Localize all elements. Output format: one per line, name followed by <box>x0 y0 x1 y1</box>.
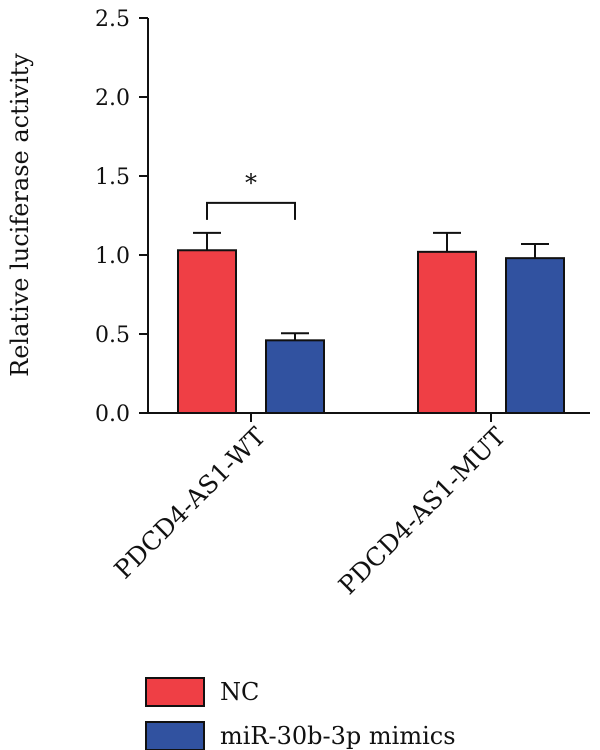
legend-label: NC <box>220 678 259 706</box>
bar <box>417 250 477 414</box>
x-tick-label: PDCD4-AS1-WT <box>109 422 272 585</box>
y-tick-label: 1.0 <box>95 244 130 269</box>
significance-label: * <box>245 169 257 197</box>
bars <box>177 231 565 415</box>
x-tick-label: PDCD4-AS1-MUT <box>333 422 512 601</box>
y-axis-label: Relative luciferase activity <box>6 53 34 377</box>
x-axis-categories: PDCD4-AS1-WT PDCD4-AS1-MUT <box>109 413 512 601</box>
legend: NC miR-30b-3p mimics <box>145 677 456 750</box>
legend-label: miR-30b-3p mimics <box>220 722 456 750</box>
y-tick-label: 0.5 <box>95 323 130 348</box>
y-tick-label: 2.0 <box>95 86 130 111</box>
bar <box>177 249 237 414</box>
y-axis: 0.0 0.5 1.0 1.5 2.0 2.5 <box>95 7 590 427</box>
legend-swatch <box>145 677 205 707</box>
annotations: * <box>206 169 296 220</box>
bar <box>265 339 325 415</box>
y-tick-label: 2.5 <box>95 7 130 32</box>
bar <box>505 257 565 414</box>
significance-bracket <box>206 201 296 220</box>
legend-swatch <box>145 721 205 750</box>
y-tick-label: 1.5 <box>95 165 130 190</box>
y-tick-label: 0.0 <box>95 402 130 427</box>
